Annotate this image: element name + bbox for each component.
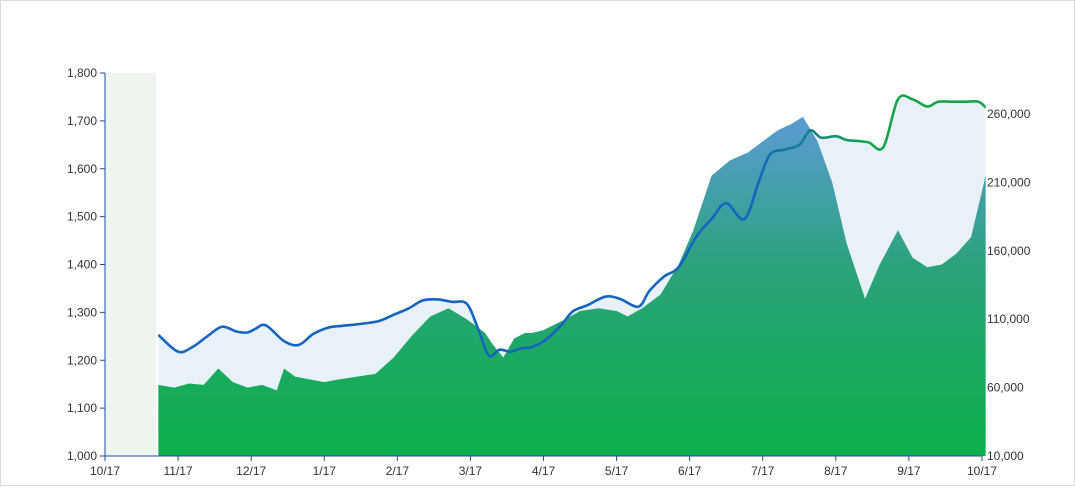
left-tick-label: 1,000	[67, 449, 97, 463]
x-tick-label: 9/17	[897, 464, 921, 478]
left-tick-label: 1,100	[67, 401, 97, 415]
x-tick-label: 6/17	[678, 464, 702, 478]
x-tick-label: 10/17	[967, 464, 997, 478]
x-tick-label: 10/17	[90, 464, 120, 478]
right-tick-label: 60,000	[987, 381, 1024, 395]
left-tick-label: 1,300	[67, 305, 97, 319]
right-tick-label: 160,000	[987, 244, 1031, 258]
x-tick-label: 3/17	[459, 464, 483, 478]
left-tick-label: 1,600	[67, 162, 97, 176]
left-tick-label: 1,700	[67, 114, 97, 128]
x-tick-label: 8/17	[824, 464, 848, 478]
x-tick-label: 4/17	[532, 464, 556, 478]
right-tick-label: 210,000	[987, 175, 1031, 189]
right-tick-label: 10,000	[987, 449, 1024, 463]
x-tick-label: 12/17	[236, 464, 266, 478]
x-tick-label: 11/17	[164, 464, 193, 478]
x-tick-label: 1/17	[313, 464, 337, 478]
left-tick-label: 1,200	[67, 353, 97, 367]
x-tick-label: 2/17	[386, 464, 410, 478]
right-tick-label: 110,000	[987, 312, 1030, 326]
left-tick-label: 1,800	[67, 66, 97, 80]
x-tick-label: 7/17	[751, 464, 775, 478]
price-line	[157, 94, 987, 358]
volume-area	[158, 116, 986, 457]
left-tick-label: 1,400	[67, 258, 97, 272]
right-tick-label: 260,000	[987, 107, 1031, 121]
left-tick-label: 1,500	[67, 210, 97, 224]
x-tick-label: 5/17	[605, 464, 629, 478]
highlight-band	[105, 73, 157, 456]
